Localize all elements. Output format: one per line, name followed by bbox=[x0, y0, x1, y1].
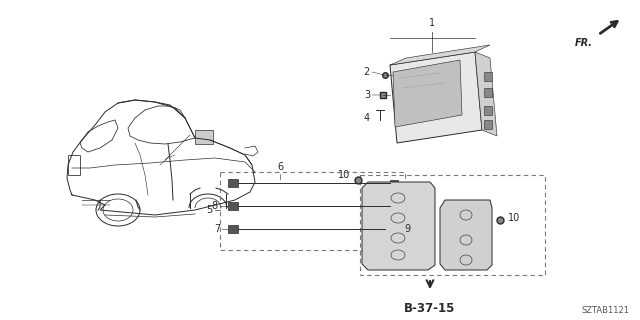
FancyBboxPatch shape bbox=[195, 130, 213, 144]
Polygon shape bbox=[475, 52, 497, 136]
Text: 1: 1 bbox=[429, 18, 435, 28]
Text: 10: 10 bbox=[338, 170, 350, 180]
FancyBboxPatch shape bbox=[390, 180, 398, 187]
Text: 3: 3 bbox=[364, 90, 370, 100]
Polygon shape bbox=[362, 182, 435, 270]
Polygon shape bbox=[440, 200, 492, 270]
Text: 5: 5 bbox=[205, 205, 212, 215]
Text: 10: 10 bbox=[508, 213, 520, 223]
FancyBboxPatch shape bbox=[228, 179, 238, 187]
Polygon shape bbox=[390, 52, 482, 143]
Polygon shape bbox=[390, 45, 490, 65]
Text: 4: 4 bbox=[364, 113, 370, 123]
Text: SZTAB1121: SZTAB1121 bbox=[582, 306, 630, 315]
Text: 7: 7 bbox=[214, 224, 220, 234]
Text: 6: 6 bbox=[277, 162, 283, 172]
Text: 8: 8 bbox=[212, 201, 218, 211]
FancyBboxPatch shape bbox=[228, 202, 238, 210]
FancyBboxPatch shape bbox=[390, 203, 398, 210]
FancyBboxPatch shape bbox=[484, 106, 492, 115]
Text: 2: 2 bbox=[364, 67, 370, 77]
FancyBboxPatch shape bbox=[484, 88, 492, 97]
Polygon shape bbox=[393, 60, 462, 127]
Text: FR.: FR. bbox=[575, 38, 593, 48]
FancyBboxPatch shape bbox=[484, 72, 492, 81]
Text: 9: 9 bbox=[404, 224, 410, 234]
FancyBboxPatch shape bbox=[484, 120, 492, 129]
FancyBboxPatch shape bbox=[228, 225, 238, 233]
Text: B-37-15: B-37-15 bbox=[404, 302, 456, 315]
